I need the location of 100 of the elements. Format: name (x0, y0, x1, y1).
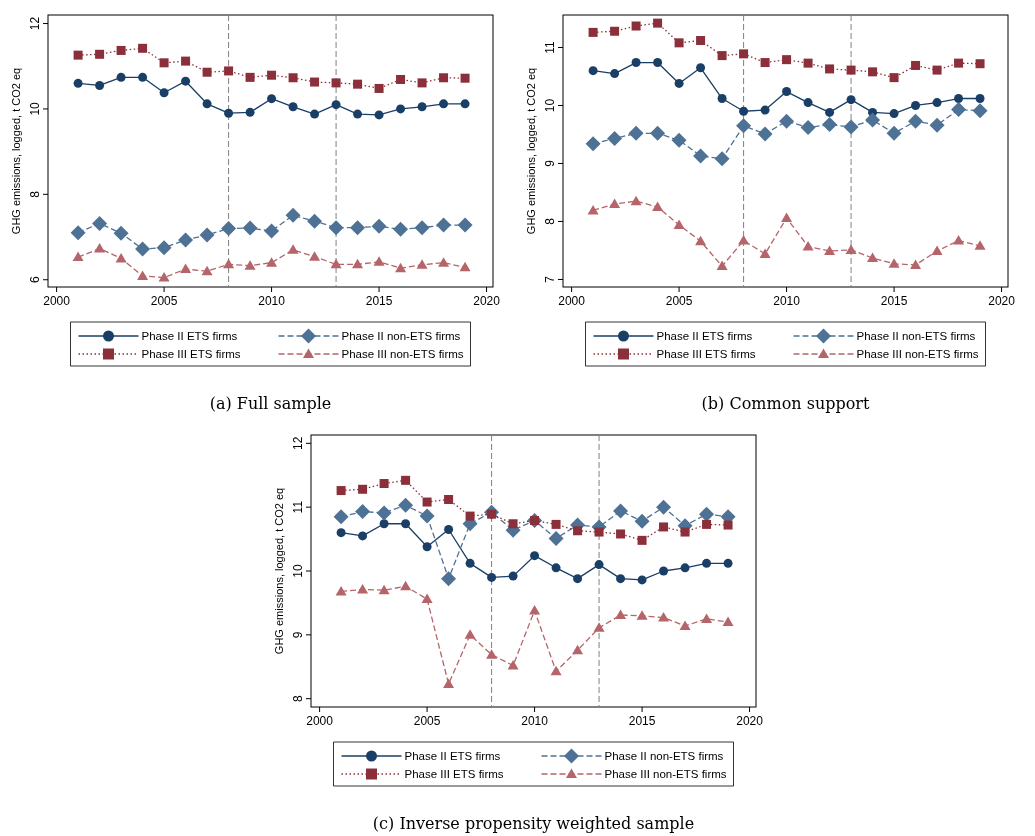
point (822, 117, 838, 133)
point (757, 126, 773, 142)
point (825, 107, 835, 117)
point (94, 243, 106, 253)
point (358, 531, 368, 541)
point (336, 486, 346, 496)
point (138, 72, 148, 82)
point (267, 94, 277, 104)
x-tick-label: 2005 (150, 294, 178, 308)
point (264, 223, 280, 239)
point (695, 235, 707, 246)
point (911, 100, 921, 110)
legend-label: Phase II ETS firms (656, 330, 753, 342)
point (457, 217, 473, 233)
point (908, 113, 924, 129)
point (929, 117, 945, 133)
point (610, 26, 620, 36)
legend-label: Phase III ETS firms (404, 768, 504, 780)
point (867, 252, 879, 262)
point (572, 644, 584, 655)
x-tick-label: 2000 (43, 294, 71, 308)
point (865, 112, 881, 128)
point (845, 244, 857, 254)
point (634, 513, 650, 529)
point (401, 519, 411, 529)
point (378, 584, 390, 595)
point (158, 272, 170, 282)
point (73, 50, 83, 60)
y-axis-title: GHG emissions, logged, t CO2 eq (525, 67, 537, 235)
point (803, 98, 813, 108)
point (889, 73, 899, 83)
point (650, 125, 666, 141)
point (328, 220, 344, 236)
point (693, 148, 709, 164)
point (137, 270, 149, 280)
point (910, 259, 922, 269)
point (609, 198, 621, 209)
point (637, 535, 647, 545)
point (760, 105, 770, 115)
point (716, 260, 728, 271)
point (588, 66, 598, 76)
y-tick-label: 9 (291, 631, 305, 639)
point (245, 72, 255, 82)
point (202, 67, 212, 77)
x-tick-label: 2000 (558, 294, 586, 308)
y-tick-label: 11 (543, 40, 557, 54)
point (723, 520, 733, 530)
point (113, 225, 129, 241)
legend-label: Phase II non-ETS firms (856, 330, 976, 342)
point (529, 605, 541, 615)
point (92, 215, 108, 231)
point (587, 204, 599, 215)
legend-label: Phase III non-ETS firms (604, 768, 727, 780)
point (723, 558, 733, 568)
point (760, 58, 770, 68)
text: (b) Common support (701, 394, 870, 413)
point (465, 558, 475, 568)
point (653, 58, 663, 68)
point (444, 525, 454, 534)
point (630, 195, 642, 206)
point (636, 610, 648, 620)
y-tick-label: 10 (291, 564, 305, 578)
legend-label: Phase II ETS firms (404, 750, 501, 762)
y-tick-label: 10 (28, 101, 42, 116)
point (975, 59, 985, 69)
point (739, 49, 749, 59)
point (975, 94, 985, 104)
point (395, 262, 407, 273)
point (310, 77, 320, 87)
point (782, 55, 792, 65)
point (781, 212, 793, 222)
point (138, 43, 148, 53)
point (702, 558, 712, 568)
point (802, 240, 814, 251)
point (680, 527, 690, 537)
y-tick-label: 8 (28, 190, 42, 198)
point (266, 257, 278, 267)
point (739, 106, 749, 116)
point (201, 265, 213, 276)
point (464, 629, 476, 639)
y-tick-label: 11 (291, 500, 305, 514)
point (954, 94, 964, 104)
point (465, 511, 475, 521)
legend-label: Phase III non-ETS firms (341, 348, 464, 360)
point (637, 575, 647, 585)
text: (a) Full sample (209, 394, 332, 413)
point (972, 103, 988, 119)
point (953, 235, 965, 245)
x-tick-label: 2010 (773, 294, 801, 308)
point (115, 252, 127, 263)
y-tick-label: 6 (28, 276, 42, 284)
point (616, 529, 626, 539)
point (419, 508, 435, 524)
point (116, 45, 126, 55)
point (443, 678, 455, 689)
point (353, 79, 363, 89)
point (593, 622, 605, 632)
x-tick-label: 2005 (665, 294, 693, 308)
x-tick-label: 2015 (628, 714, 656, 728)
point (224, 108, 234, 118)
